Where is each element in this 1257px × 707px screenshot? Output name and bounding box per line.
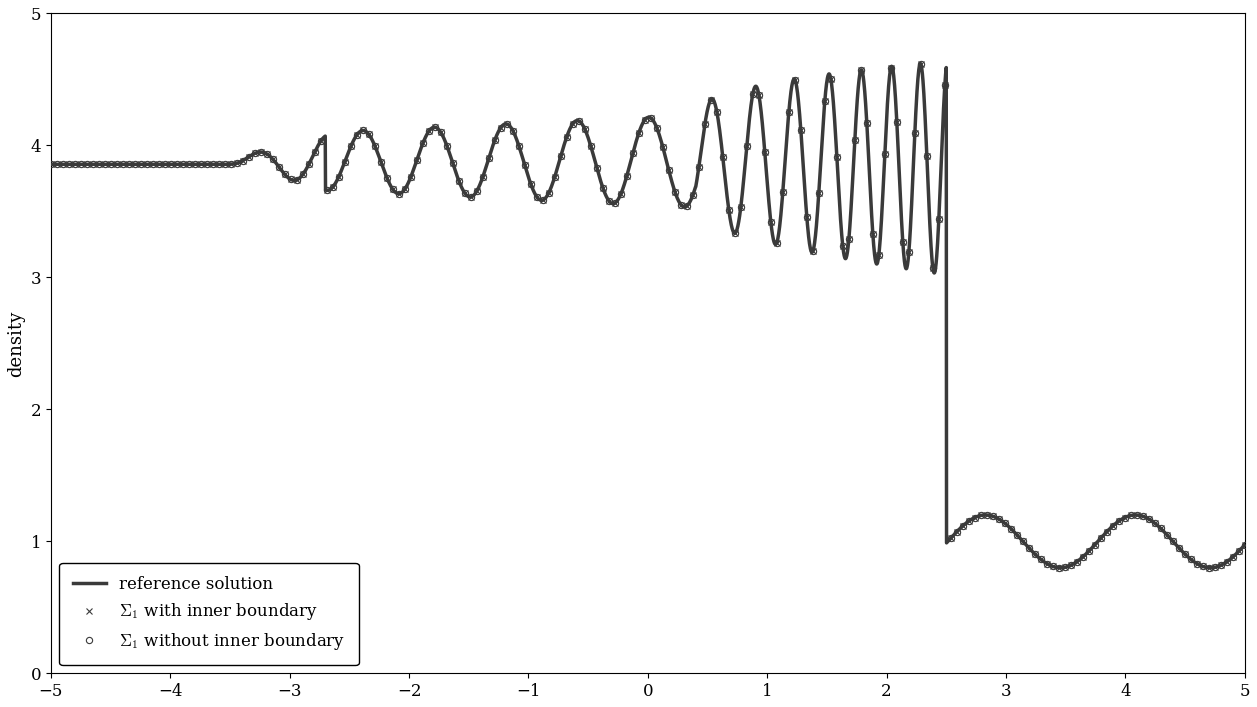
reference solution: [611, 195, 626, 204]
$\Sigma_1$ with inner boundary: [92, 160, 107, 168]
$\Sigma_1$ with inner boundary: [1189, 559, 1204, 568]
$\Sigma_1$ with inner boundary: [43, 160, 58, 168]
reference solution: [43, 160, 58, 168]
$\Sigma_1$ without inner boundary: [116, 160, 131, 168]
$\Sigma_1$ with inner boundary: [361, 130, 376, 139]
Line: reference solution: reference solution: [50, 64, 1244, 568]
$\Sigma_1$ without inner boundary: [1051, 563, 1066, 572]
$\Sigma_1$ with inner boundary: [1051, 563, 1066, 572]
Line: $\Sigma_1$ without inner boundary: $\Sigma_1$ without inner boundary: [48, 61, 1248, 571]
$\Sigma_1$ without inner boundary: [92, 160, 107, 168]
$\Sigma_1$ without inner boundary: [265, 155, 280, 163]
$\Sigma_1$ without inner boundary: [914, 59, 929, 68]
reference solution: [1141, 515, 1156, 523]
$\Sigma_1$ with inner boundary: [1237, 541, 1252, 549]
Line: $\Sigma_1$ with inner boundary: $\Sigma_1$ with inner boundary: [48, 61, 1248, 571]
$\Sigma_1$ without inner boundary: [1189, 559, 1204, 568]
$\Sigma_1$ without inner boundary: [1148, 519, 1163, 527]
$\Sigma_1$ without inner boundary: [43, 160, 58, 168]
reference solution: [1237, 541, 1252, 549]
reference solution: [913, 59, 928, 68]
$\Sigma_1$ with inner boundary: [1148, 519, 1163, 527]
Y-axis label: density: density: [8, 310, 25, 377]
$\Sigma_1$ without inner boundary: [1237, 541, 1252, 549]
$\Sigma_1$ with inner boundary: [914, 59, 929, 68]
$\Sigma_1$ without inner boundary: [361, 130, 376, 139]
reference solution: [1203, 563, 1218, 572]
reference solution: [1200, 563, 1216, 572]
reference solution: [910, 71, 925, 80]
reference solution: [544, 180, 559, 188]
$\Sigma_1$ with inner boundary: [116, 160, 131, 168]
Legend: reference solution, $\Sigma_1$ with inner boundary, $\Sigma_1$ without inner bou: reference solution, $\Sigma_1$ with inne…: [59, 563, 358, 665]
$\Sigma_1$ with inner boundary: [265, 155, 280, 163]
reference solution: [554, 148, 569, 156]
